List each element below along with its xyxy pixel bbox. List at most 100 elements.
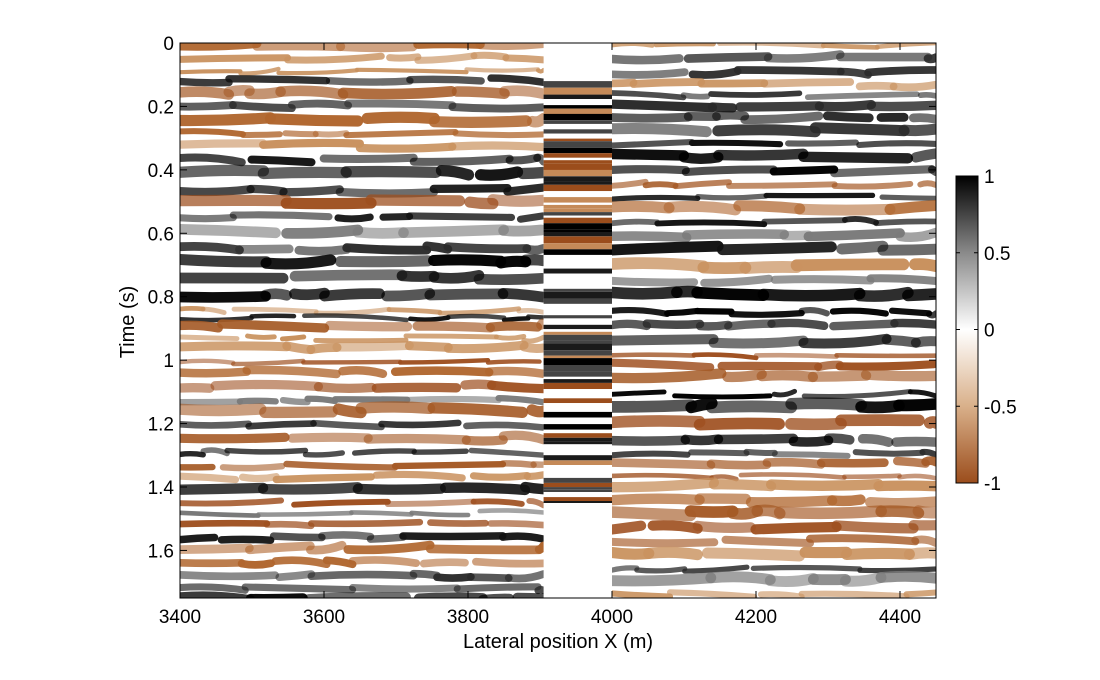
reflection-event bbox=[798, 306, 830, 317]
reflection-event bbox=[798, 151, 914, 164]
reflection-event bbox=[287, 432, 373, 443]
reflection-event bbox=[180, 533, 219, 544]
reflection-event bbox=[406, 75, 485, 85]
reflection-event bbox=[804, 91, 920, 101]
reflection-event bbox=[533, 153, 548, 166]
reflection-event bbox=[753, 352, 839, 359]
reflection-event bbox=[757, 591, 805, 598]
reference-trace-band bbox=[543, 202, 612, 205]
reflection-event bbox=[836, 240, 889, 255]
reflection-event bbox=[180, 164, 270, 178]
reflection-event bbox=[609, 178, 649, 189]
reflection-event bbox=[700, 274, 774, 287]
reflection-event bbox=[451, 86, 510, 99]
reflection-event bbox=[688, 139, 784, 148]
reflection-event bbox=[412, 321, 496, 333]
reflection-event bbox=[826, 494, 866, 507]
reflection-event bbox=[365, 194, 466, 207]
reflection-event bbox=[180, 54, 292, 63]
reflection-event bbox=[180, 101, 237, 111]
reflection-event bbox=[743, 448, 778, 456]
reflection-event bbox=[522, 244, 548, 255]
reflection-event bbox=[801, 388, 913, 399]
reflection-event bbox=[247, 155, 316, 167]
reflection-event bbox=[419, 558, 469, 568]
reflection-event bbox=[348, 556, 421, 568]
reflection-event bbox=[180, 383, 215, 393]
reflection-event bbox=[180, 450, 206, 458]
reflection-event bbox=[424, 288, 509, 301]
reflection-event bbox=[180, 571, 280, 581]
reflection-event bbox=[240, 131, 283, 138]
reflection-event bbox=[722, 368, 767, 383]
reflection-event bbox=[909, 258, 936, 273]
reflection-event bbox=[609, 450, 691, 459]
reflection-event bbox=[386, 307, 443, 315]
reflection-event bbox=[399, 532, 507, 541]
reflection-event bbox=[798, 333, 892, 349]
reflection-event bbox=[487, 520, 547, 529]
reflection-event bbox=[180, 432, 290, 444]
reflection-event bbox=[606, 506, 697, 522]
reflection-event bbox=[485, 359, 542, 365]
reflection-event bbox=[771, 451, 851, 459]
reflection-event bbox=[909, 113, 936, 124]
reflection-event bbox=[180, 185, 255, 197]
reflection-event bbox=[180, 290, 271, 303]
reflection-event bbox=[823, 433, 855, 445]
reflection-event bbox=[606, 520, 647, 535]
reflection-event bbox=[340, 165, 442, 179]
reflection-event bbox=[403, 333, 499, 340]
reflection-event bbox=[409, 154, 514, 166]
reflection-event bbox=[236, 397, 279, 405]
reflection-event bbox=[608, 306, 671, 317]
reflection-event bbox=[428, 115, 532, 128]
reflection-event bbox=[180, 519, 271, 528]
reflection-event bbox=[246, 184, 288, 196]
reflection-event bbox=[361, 111, 440, 125]
reflection-event bbox=[680, 92, 711, 100]
reflection-event bbox=[355, 142, 457, 153]
reference-trace-band bbox=[543, 334, 612, 341]
reflection-event bbox=[355, 401, 436, 415]
reflection-event bbox=[688, 449, 750, 457]
reference-trace-band bbox=[543, 291, 612, 299]
reflection-event bbox=[256, 510, 354, 517]
reflection-event bbox=[281, 224, 364, 239]
reflection-event bbox=[302, 313, 409, 323]
reflection-event bbox=[398, 224, 509, 239]
reflection-event bbox=[695, 193, 769, 201]
reflection-event bbox=[371, 382, 462, 393]
reflection-event bbox=[830, 165, 936, 178]
reflection-event bbox=[684, 505, 739, 518]
reflection-event bbox=[322, 556, 357, 569]
reflection-event bbox=[809, 122, 910, 137]
reflection-event bbox=[902, 288, 936, 302]
reflection-event bbox=[607, 334, 719, 346]
reflection-event bbox=[413, 43, 485, 49]
reflection-event bbox=[606, 493, 705, 506]
reflection-event bbox=[429, 183, 512, 194]
y-tick-label: 1.6 bbox=[148, 541, 174, 562]
reference-trace-band bbox=[543, 169, 612, 177]
reflection-event bbox=[498, 430, 549, 445]
reflection-event bbox=[180, 334, 240, 342]
reference-trace-band bbox=[543, 298, 612, 304]
reference-trace-band bbox=[543, 138, 612, 142]
reflection-event bbox=[834, 353, 936, 359]
reference-trace-band bbox=[543, 420, 612, 425]
reflection-event bbox=[319, 288, 385, 302]
reference-trace-band bbox=[543, 324, 612, 330]
reflection-event bbox=[391, 461, 507, 470]
reflection-event bbox=[609, 352, 697, 358]
reflection-event bbox=[352, 448, 417, 456]
reflection-event bbox=[263, 520, 315, 530]
reflection-event bbox=[654, 219, 768, 228]
reference-trace-band bbox=[543, 113, 612, 121]
reflection-event bbox=[765, 479, 884, 491]
reference-trace-band bbox=[543, 429, 612, 434]
reflection-event bbox=[517, 166, 550, 180]
reflection-event bbox=[275, 570, 316, 582]
reflection-event bbox=[865, 496, 936, 509]
reference-trace-band bbox=[543, 255, 612, 260]
